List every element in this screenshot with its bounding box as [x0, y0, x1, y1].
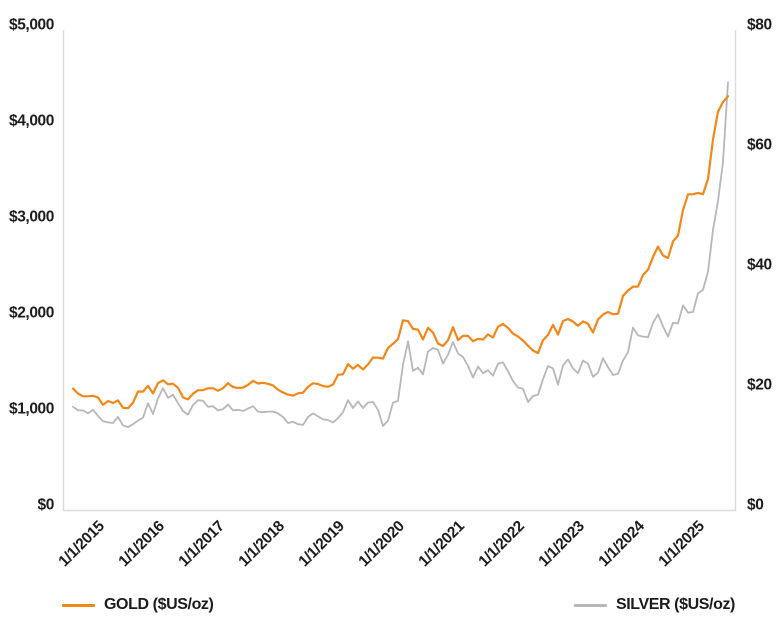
- x-axis-tick-label: 1/1/2022: [475, 518, 527, 570]
- x-axis-tick-label: 1/1/2021: [415, 517, 468, 570]
- chart-legend: GOLD ($US/oz) SILVER ($US/oz): [0, 596, 780, 622]
- x-axis-tick-label: 1/1/2024: [595, 517, 648, 570]
- y-axis-left-tick-label: $2,000: [9, 304, 54, 321]
- y-axis-right-tick-label: $80: [747, 16, 772, 33]
- legend-item-silver: SILVER ($US/oz): [573, 596, 735, 614]
- gold-line-swatch: [62, 603, 95, 607]
- y-axis-left-tick-label: $3,000: [9, 208, 54, 225]
- x-axis-tick-label: 1/1/2018: [235, 517, 288, 570]
- x-axis-tick-label: 1/1/2017: [175, 518, 227, 570]
- y-axis-left-tick-label: $5,000: [9, 16, 54, 33]
- x-axis-tick-label: 1/1/2015: [55, 517, 108, 570]
- x-axis-tick-label: 1/1/2025: [655, 517, 708, 570]
- x-axis-tick-label: 1/1/2016: [115, 517, 168, 570]
- x-axis-tick-label: 1/1/2023: [535, 517, 588, 570]
- y-axis-right-tick-label: $40: [747, 256, 772, 273]
- y-axis-right-tick-label: $60: [747, 136, 772, 153]
- silver-line-swatch: [573, 603, 607, 607]
- y-axis-right-tick-label: $0: [747, 496, 763, 513]
- legend-label-gold: GOLD ($US/oz): [104, 596, 214, 613]
- gold-price-line: [71, 95, 730, 410]
- y-axis-left-tick-label: $0: [38, 496, 54, 513]
- legend-label-silver: SILVER ($US/oz): [615, 596, 735, 613]
- silver-price-line: [72, 81, 729, 429]
- x-axis-tick-label: 1/1/2020: [355, 518, 407, 570]
- y-axis-left-tick-label: $4,000: [9, 112, 54, 129]
- axis-frame: [62, 30, 737, 512]
- legend-item-gold: GOLD ($US/oz): [62, 596, 214, 614]
- y-axis-left-tick-label: $1,000: [9, 400, 54, 417]
- x-axis-tick-label: 1/1/2019: [295, 517, 348, 570]
- y-axis-right-tick-label: $20: [747, 376, 772, 393]
